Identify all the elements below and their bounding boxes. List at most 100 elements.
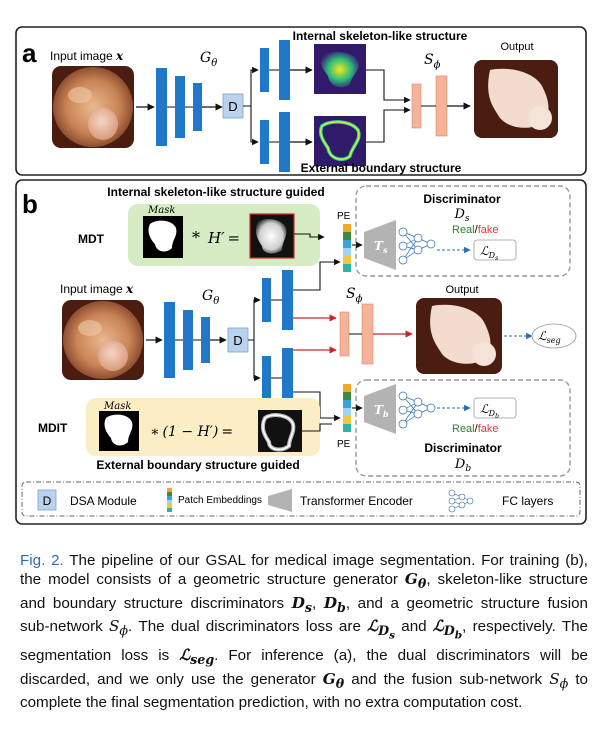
decoder-bar [260,120,269,164]
panel-b-input-label: Input image x [60,282,134,296]
caption-math: D [291,593,305,612]
dsa-module-label: D [228,99,237,114]
legend-pe-swatch [167,488,172,512]
loss-ds-label: ℒDs [480,244,498,262]
loss-db-box [473,397,517,419]
internal-structure-title: Internal skeleton-like structure [293,29,468,43]
legend-pe-text: Patch Embeddings [178,495,262,506]
real-fake-top: Real/fake [452,224,498,236]
pe-bottom-label: PE [337,439,351,450]
transformer-encoder-top [364,220,396,270]
legend-dsa-text: DSA Module [70,494,137,508]
loss-db-label: ℒDb [480,402,499,420]
encoder-bar [193,83,202,131]
encoder-bar [175,76,185,138]
panel-a-output-image [474,60,558,138]
fusion-bar [361,303,374,365]
legend-frame [21,481,581,517]
caption-text: , skeleton-like structure and boundary s… [20,571,588,612]
caption-math: ℒ [179,646,191,665]
panel-a-frame [15,26,587,176]
pipeline-figure: a Input image x Gθ D Internal skeleton-l… [15,26,587,525]
loss-ds-box [473,239,517,261]
mask-image-bottom [99,411,139,451]
decoder-bar [262,356,271,400]
caption-math-sub: Db [443,623,463,642]
discriminator-top-var: Ds [453,207,469,224]
inverse-distance-map-image [258,410,302,452]
caption-math: ℒ [432,617,444,636]
fc-layers-bottom [398,391,436,429]
legend-dsa-letter: D [43,494,52,508]
caption-math: G [404,570,418,589]
panel-b-dsa-label: D [233,333,242,348]
caption-math: S [108,617,120,636]
caption-math-sub: s [304,599,313,615]
caption-text: . The dual discriminators loss are [128,618,368,636]
caption-text: and [395,618,433,636]
generator-label: Gθ [200,50,217,69]
fusion-bar [411,83,422,129]
ts-label: Ts [374,239,388,255]
figure-caption: Fig. 2. The pipeline of our GSAL for med… [20,551,588,713]
distance-map-image [249,213,295,259]
transformer-encoder-bottom [364,384,396,434]
fusion-bar [435,75,448,137]
discriminator-bottom-var: Db [454,457,471,474]
caption-text: to complete the final segmentation predi… [20,670,588,712]
mask-label-bottom: Mask [103,401,131,412]
caption-text: and the fusion sub-network [344,670,550,688]
caption-math-sub: b [336,599,346,615]
panel-b-output-label: Output [445,284,478,296]
caption-text: , and a geometric structure fusion sub-n… [20,594,588,636]
mdt-label: MDT [78,232,105,246]
caption-math-sub: θ [417,576,427,592]
panel-a-input-label: Input image x [50,49,124,63]
caption-math-sub: Ds [378,623,396,642]
decoder-bar [282,270,293,330]
decoder-bar [260,48,269,92]
panel-b-letter: b [22,189,38,219]
caption-text: The pipeline of our GSAL for medical ima… [20,552,588,589]
legend-transformer-swatch [268,489,292,512]
panel-b-frame [15,179,587,525]
legend-dsa-swatch [37,489,57,511]
h-prime-label: H′ = [207,229,240,247]
discriminator-bottom-frame [355,379,571,477]
skeleton-map [314,44,366,94]
fc-layers-top [398,227,436,265]
caption-math-sub: θ [335,675,345,691]
panel-a-output-label: Output [500,41,533,53]
mask-label: Mask [147,205,175,216]
pe-top-label: PE [337,211,351,222]
caption-math-sub: seg [190,652,215,668]
discriminator-bottom-title: Discriminator [424,441,502,455]
legend-fc-swatch [448,489,474,513]
fusion-label: Sϕ [424,52,441,71]
real-fake-bottom: Real/fake [452,423,498,435]
panel-b-output-image [416,298,502,374]
discriminator-top-frame [355,185,571,277]
caption-text: , respectively. The segmentation loss is [20,618,588,665]
caption-text: . For inference (a), the dual discrimina… [20,647,588,688]
mask-image [143,216,183,258]
caption-math: S [549,669,560,688]
decoder-bar [282,348,293,408]
decoder-bar [262,278,271,322]
panel-b-generator-label: Gθ [202,288,219,307]
panel-a-letter: a [22,38,37,68]
legend-transformer-text: Transformer Encoder [300,494,413,508]
external-structure-title: External boundary structure [301,161,462,175]
encoder-bar [156,68,167,146]
patch-embeddings-top [343,224,351,272]
internal-guided-title: Internal skeleton-like structure guided [107,185,324,199]
fusion-bar [339,311,350,357]
caption-text: , [312,594,324,612]
panel-b-input-image [62,300,144,380]
caption-fig-label: Fig. 2. [20,552,64,569]
caption-math-sub: ϕ [559,675,569,691]
boundary-map [314,116,366,166]
caption-math: ℒ [367,617,379,636]
caption-math: G [322,669,336,688]
encoder-bar [164,302,175,378]
